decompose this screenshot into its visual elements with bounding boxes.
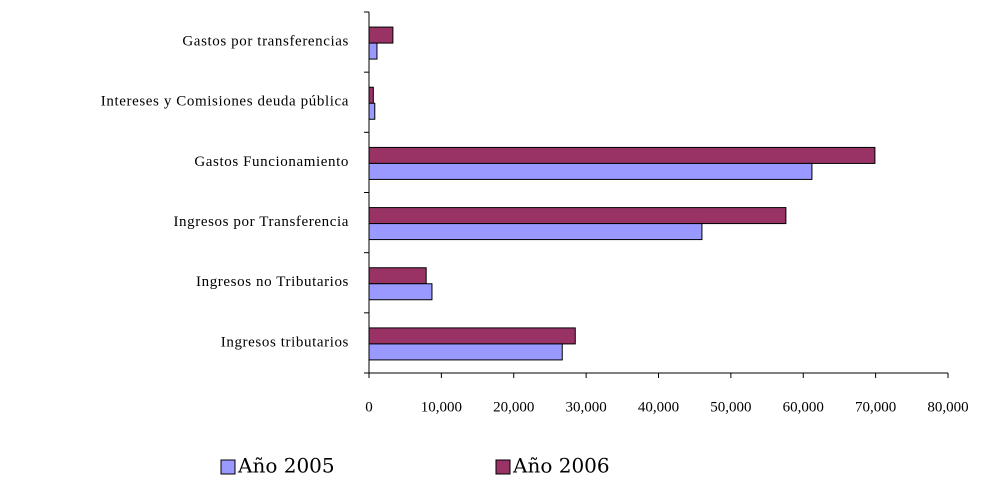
bar bbox=[368, 327, 576, 345]
bar bbox=[368, 146, 876, 164]
y-tick-label: Intereses y Comisiones deuda pública bbox=[101, 94, 349, 110]
y-tick-label: Ingresos tributarios bbox=[221, 334, 349, 350]
bar bbox=[368, 283, 433, 301]
x-tick-label: 30,000 bbox=[566, 399, 607, 415]
x-tick-label: 70,000 bbox=[855, 399, 896, 415]
x-tick-label: 10,000 bbox=[421, 399, 462, 415]
bar bbox=[368, 26, 394, 44]
y-tick-label: Ingresos por Transferencia bbox=[173, 214, 349, 230]
bar bbox=[368, 267, 427, 285]
bar bbox=[368, 162, 813, 180]
bar bbox=[368, 42, 378, 60]
y-tick-label: Gastos Funcionamiento bbox=[194, 154, 349, 170]
legend-label: Año 2006 bbox=[512, 454, 610, 478]
bar bbox=[368, 207, 787, 225]
x-tick-label: 60,000 bbox=[783, 399, 824, 415]
bar bbox=[368, 223, 703, 241]
x-tick-label: 40,000 bbox=[638, 399, 679, 415]
x-tick-label: 20,000 bbox=[493, 399, 534, 415]
bar bbox=[368, 102, 376, 120]
x-tick-label: 80,000 bbox=[927, 399, 968, 415]
bar bbox=[368, 343, 563, 361]
y-tick-label: Gastos por transferencias bbox=[182, 34, 349, 50]
x-tick-label: 50,000 bbox=[710, 399, 751, 415]
legend-swatch bbox=[495, 459, 511, 475]
bar bbox=[368, 86, 374, 104]
legend-label: Año 2005 bbox=[237, 454, 335, 478]
legend-swatch bbox=[220, 459, 236, 475]
x-tick-label: 0 bbox=[365, 399, 373, 415]
y-tick-label: Ingresos no Tributarios bbox=[196, 274, 349, 290]
